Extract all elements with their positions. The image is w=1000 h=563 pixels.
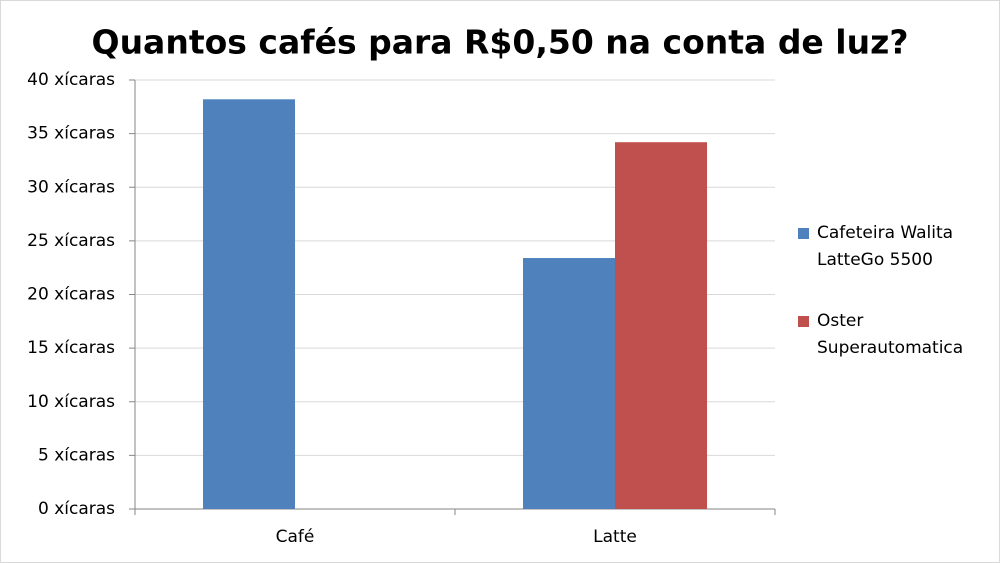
y-tick-label: 0 xícaras xyxy=(38,499,115,519)
y-tick-label: 40 xícaras xyxy=(27,70,115,90)
y-tick-label: 30 xícaras xyxy=(27,177,115,197)
y-tick-label: 35 xícaras xyxy=(27,124,115,144)
legend: Cafeteira Walita LatteGo 5500 Oster Super… xyxy=(798,220,993,396)
bar xyxy=(615,142,707,509)
legend-label: Oster Superautomatica xyxy=(817,311,964,358)
legend-label: Cafeteira Walita LatteGo 5500 xyxy=(817,223,954,270)
legend-item: Oster Superautomatica xyxy=(798,308,993,362)
y-tick-label: 5 xícaras xyxy=(38,445,115,465)
y-tick-label: 10 xícaras xyxy=(27,392,115,412)
x-tick-label: Latte xyxy=(593,527,637,547)
bar xyxy=(203,99,295,510)
chart-title: Quantos cafés para R$0,50 na conta de lu… xyxy=(92,23,909,62)
legend-swatch xyxy=(798,316,809,327)
x-tick-label: Café xyxy=(276,527,315,547)
bar xyxy=(523,258,615,509)
legend-swatch xyxy=(798,228,809,239)
legend-item: Cafeteira Walita LatteGo 5500 xyxy=(798,220,993,274)
y-tick-label: 20 xícaras xyxy=(27,285,115,305)
y-tick-label: 15 xícaras xyxy=(27,338,115,358)
y-tick-label: 25 xícaras xyxy=(27,231,115,251)
